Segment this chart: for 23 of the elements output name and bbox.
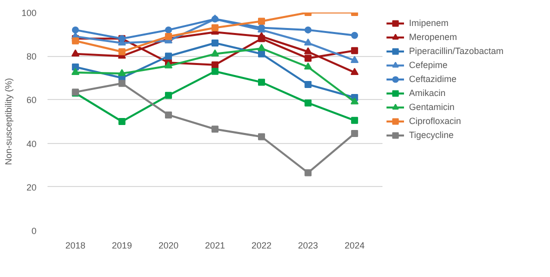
x-tick-label: 2022 bbox=[252, 240, 272, 250]
legend-label: Tigecycline bbox=[409, 129, 454, 142]
legend-label: Cefepime bbox=[409, 59, 448, 72]
y-tick-label: 60 bbox=[26, 95, 37, 106]
y-tick-label: 0 bbox=[31, 226, 37, 236]
legend-label: Imipenem bbox=[409, 17, 449, 30]
y-tick-label: 40 bbox=[26, 138, 37, 149]
x-tick-label: 2018 bbox=[65, 240, 86, 250]
legend-label: Meropenem bbox=[409, 31, 458, 44]
y-tick-label: 80 bbox=[26, 52, 37, 62]
y-tick-label: 20 bbox=[26, 182, 37, 192]
legend-label: Ciprofloxacin bbox=[409, 115, 462, 128]
y-axis-title: Non-susceptibility (%) bbox=[3, 78, 14, 166]
legend-label: Ceftazidime bbox=[409, 73, 457, 86]
legend-label: Piperacillin/Tazobactam bbox=[409, 45, 504, 58]
legend-label: Amikacin bbox=[409, 87, 446, 100]
y-tick-label: 100 bbox=[21, 8, 37, 18]
x-tick-label: 2024 bbox=[344, 240, 365, 250]
legend-label: Gentamicin bbox=[409, 101, 455, 114]
x-tick-label: 2023 bbox=[298, 240, 318, 250]
x-tick-label: 2019 bbox=[112, 240, 132, 250]
x-tick-label: 2020 bbox=[158, 240, 178, 250]
x-tick-label: 2021 bbox=[204, 240, 226, 250]
